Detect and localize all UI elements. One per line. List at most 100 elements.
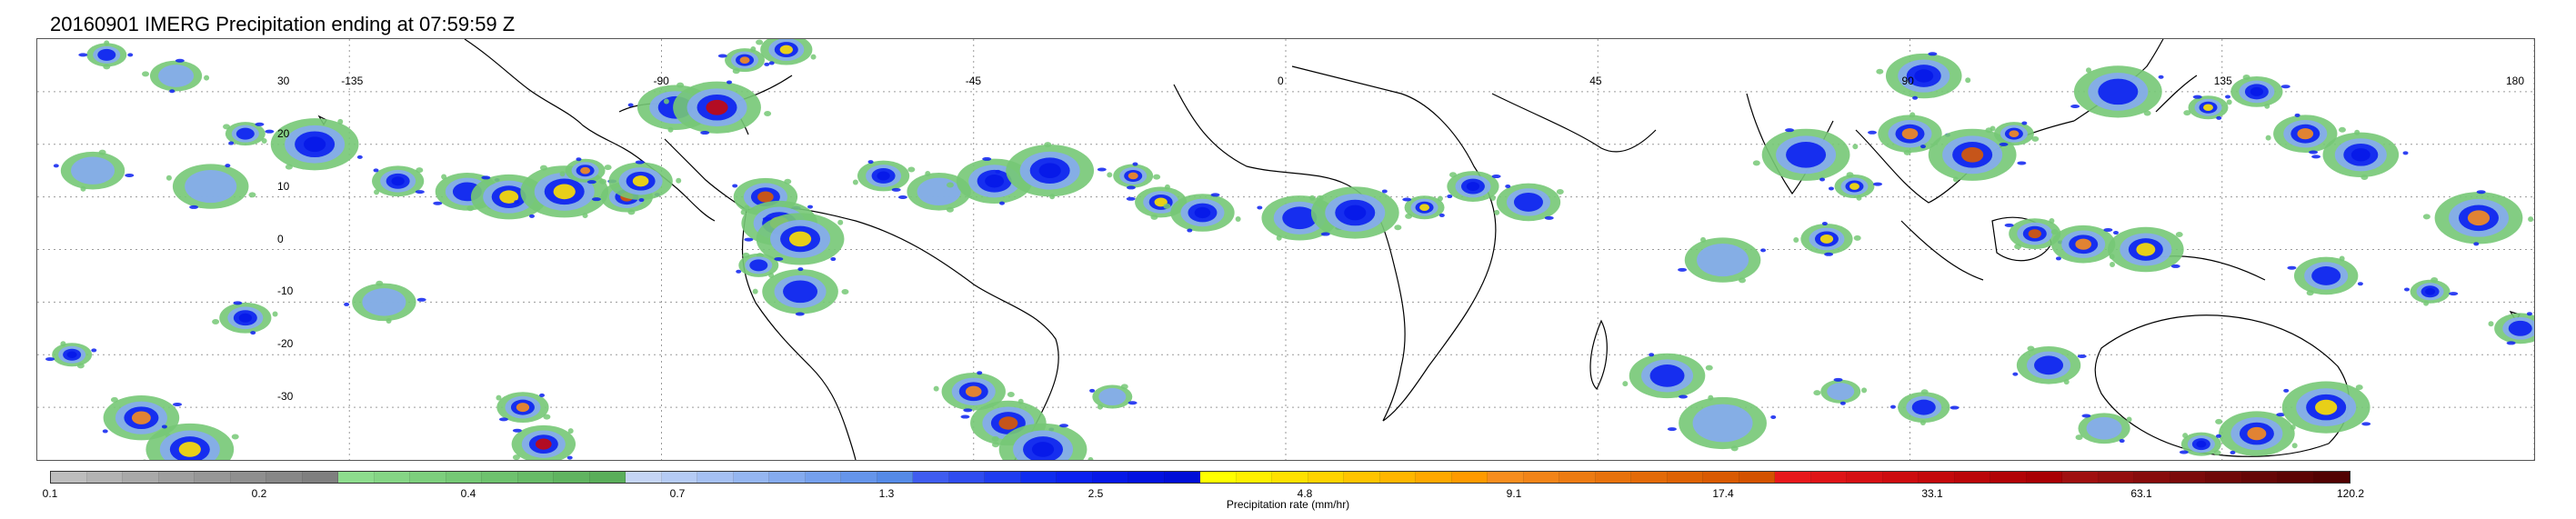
- precip-speck: [1107, 172, 1113, 178]
- precip-speck: [566, 455, 573, 460]
- precip-ring: [1513, 193, 1543, 212]
- precip-cell: [1089, 384, 1138, 410]
- precip-speck: [1839, 401, 1846, 405]
- precip-speck: [1856, 195, 1862, 201]
- precip-ring: [2009, 130, 2020, 137]
- precip-speck: [1928, 52, 1938, 56]
- precip-speck: [2182, 433, 2189, 439]
- precip-speck: [1235, 216, 1241, 223]
- precip-speck: [1007, 391, 1015, 397]
- precip-speck: [231, 434, 239, 440]
- precip-speck: [45, 357, 55, 362]
- colorbar-swatch: [266, 472, 303, 483]
- colorbar-swatch: [1200, 472, 1237, 483]
- precip-speck: [98, 149, 106, 155]
- colorbar-swatch: [158, 472, 195, 483]
- precip-cell: [2488, 312, 2534, 345]
- precip-ring: [2196, 440, 2207, 448]
- precip-speck: [2112, 231, 2119, 235]
- colorbar-swatch: [877, 472, 913, 483]
- precip-speck: [2086, 67, 2092, 74]
- precip-speck: [103, 64, 111, 70]
- precip-speck: [807, 205, 814, 209]
- precip-speck: [2049, 218, 2055, 225]
- precip-cell: [2012, 345, 2087, 385]
- precip-speck: [1438, 213, 1445, 217]
- precip-cell: [933, 371, 1015, 413]
- precip-cell: [2311, 129, 2409, 180]
- precip-speck: [582, 213, 588, 219]
- precip-ring: [1649, 364, 1685, 387]
- precip-ring: [2136, 243, 2156, 256]
- precip-cell: [2265, 113, 2346, 155]
- coastline-arabia: [1491, 93, 1657, 153]
- precip-speck: [2126, 416, 2132, 423]
- precip-speck: [1164, 184, 1170, 190]
- precip-speck: [2283, 388, 2290, 393]
- precip-speck: [2226, 99, 2232, 105]
- precip-cell: [1919, 127, 2027, 183]
- precip-speck: [2361, 422, 2371, 426]
- colorbar-swatch: [1488, 472, 1524, 483]
- precip-ring: [877, 171, 890, 181]
- precip-speck: [727, 80, 733, 85]
- longitude-label: 0: [1278, 75, 1284, 87]
- precip-ring: [2467, 210, 2491, 226]
- colorbar-swatch: [1416, 472, 1452, 483]
- precip-ring: [1466, 182, 1480, 191]
- precip-cell: [2050, 225, 2116, 264]
- precip-speck: [2431, 277, 2439, 284]
- precip-ring: [499, 190, 519, 204]
- precip-speck: [991, 435, 999, 442]
- colorbar-swatch: [374, 472, 410, 483]
- precip-speck: [946, 206, 954, 213]
- precip-cell: [2075, 413, 2132, 444]
- precip-speck: [91, 348, 97, 353]
- precip-cell: [2108, 226, 2184, 273]
- precip-speck: [1437, 195, 1443, 202]
- precip-speck: [285, 164, 293, 170]
- precip-speck: [433, 201, 443, 205]
- precip-speck: [441, 174, 447, 180]
- precip-cell: [2422, 190, 2534, 246]
- precip-speck: [2012, 372, 2019, 376]
- precip-speck: [376, 280, 384, 286]
- precip-ring: [536, 438, 552, 450]
- precip-cell: [1813, 377, 1868, 405]
- precip-speck: [53, 164, 59, 168]
- precip-speck: [2175, 232, 2183, 238]
- precip-speck: [1853, 235, 1861, 241]
- precip-speck: [1402, 197, 1412, 202]
- colorbar-swatch: [1128, 472, 1165, 483]
- colorbar-swatch: [123, 472, 159, 483]
- precip-speck: [995, 169, 1001, 174]
- precip-speck: [2215, 434, 2221, 438]
- precip-speck: [1128, 401, 1138, 405]
- precip-speck: [514, 200, 520, 205]
- precip-cell: [1163, 193, 1241, 233]
- precipitation-map[interactable]: [36, 38, 2535, 461]
- precip-cell: [1126, 184, 1194, 220]
- precip-speck: [1999, 142, 2009, 146]
- precip-ring: [178, 442, 201, 457]
- precip-ring: [2297, 128, 2314, 140]
- precip-speck: [2216, 115, 2222, 120]
- precip-speck: [1952, 176, 1959, 183]
- colorbar-tick-label: 17.4: [1712, 487, 1734, 500]
- precip-speck: [1649, 353, 1655, 357]
- colorbar-tick-label: 0.7: [669, 487, 686, 500]
- precip-speck: [225, 164, 231, 168]
- precip-speck: [1049, 194, 1056, 200]
- precip-speck: [169, 89, 175, 94]
- colorbar-swatch: [1954, 472, 1990, 483]
- precip-speck: [1708, 394, 1714, 401]
- precip-speck: [1889, 404, 1896, 409]
- precip-speck: [732, 184, 738, 188]
- colorbar-swatch: [1020, 472, 1057, 483]
- precip-speck: [2402, 151, 2409, 155]
- precip-speck: [415, 190, 425, 195]
- colorbar-swatch: [230, 472, 266, 483]
- precip-cell: [1667, 394, 1777, 452]
- colorbar-swatch: [2170, 472, 2206, 483]
- precip-ring: [965, 385, 982, 397]
